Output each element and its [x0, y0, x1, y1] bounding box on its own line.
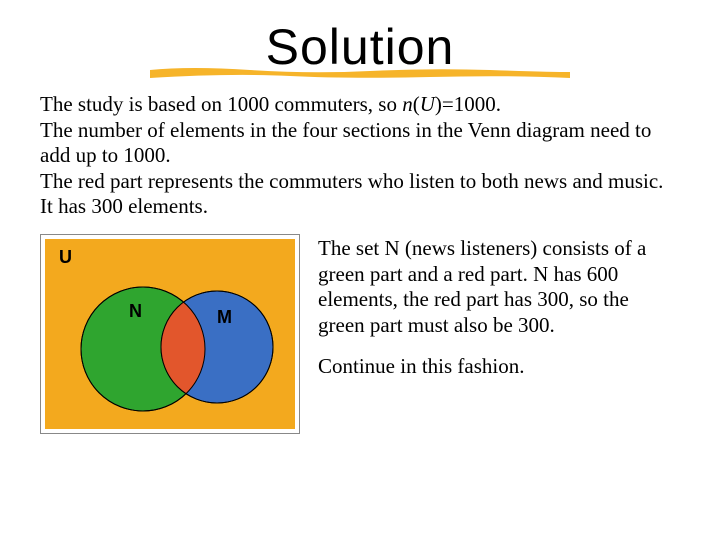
venn-label-n: N [129, 301, 142, 321]
venn-diagram: U N M [45, 239, 295, 429]
venn-diagram-container: U N M [40, 234, 300, 434]
venn-label-u: U [59, 247, 72, 267]
venn-label-m: M [217, 307, 232, 327]
explanation-paragraph: The set N (news listeners) consists of a… [318, 236, 680, 338]
intro-paragraph: The study is based on 1000 commuters, so… [40, 92, 680, 220]
continue-paragraph: Continue in this fashion. [318, 354, 680, 380]
page-title: Solution [266, 18, 455, 76]
